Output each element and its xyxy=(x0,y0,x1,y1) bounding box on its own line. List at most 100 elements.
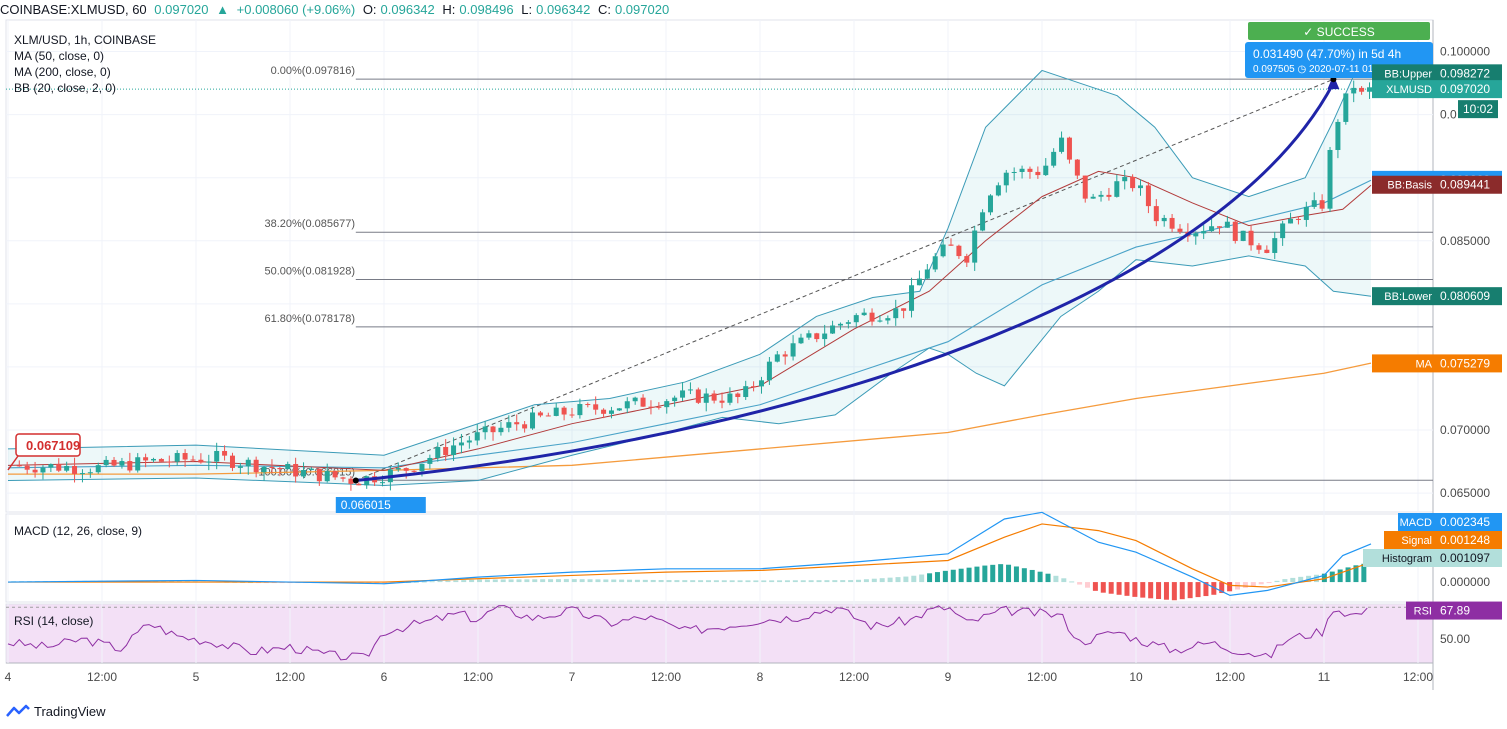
candle-body xyxy=(1059,137,1065,152)
histogram-bar xyxy=(777,580,783,583)
histogram-bar xyxy=(1219,582,1225,594)
candle-body xyxy=(443,447,449,456)
candle-body xyxy=(119,461,125,466)
histogram-bar xyxy=(627,579,633,583)
candle-body xyxy=(1359,87,1365,92)
candle-body xyxy=(680,390,686,398)
candle-body xyxy=(285,463,291,470)
histogram-bar xyxy=(832,580,838,583)
candle-body xyxy=(451,445,457,456)
candle-body xyxy=(1003,172,1009,186)
candle-body xyxy=(340,477,346,479)
candle-body xyxy=(356,483,362,486)
measure-date-label: 0.097505 ◷ 2020-07-11 01:00 xyxy=(1253,64,1388,75)
trend-line xyxy=(355,78,1334,481)
candle-body xyxy=(64,465,70,471)
histogram-bar xyxy=(927,573,933,583)
candle-body xyxy=(261,466,267,473)
histogram-bar xyxy=(1361,563,1367,583)
candle-body xyxy=(822,333,828,340)
candle-body xyxy=(569,414,575,416)
indicator-value-badge xyxy=(1436,80,1502,99)
candle-body xyxy=(48,464,54,468)
low-label: L: xyxy=(521,2,533,17)
low-value: 0.096342 xyxy=(536,2,591,17)
candle-body xyxy=(435,447,441,458)
candle-body xyxy=(545,415,551,417)
histogram-bar xyxy=(1258,582,1264,585)
histogram-bar xyxy=(1092,582,1098,591)
x-tick-label: 12:00 xyxy=(87,670,117,684)
histogram-bar xyxy=(737,580,743,583)
fib-level-label: 38.20%(0.085677) xyxy=(264,218,355,230)
footer: TradingView xyxy=(6,700,106,722)
histogram-bar xyxy=(540,579,546,583)
x-tick-label: 7 xyxy=(569,670,576,684)
histogram-bar xyxy=(642,579,648,583)
candle-body xyxy=(814,333,820,340)
histogram-bar xyxy=(1053,575,1059,583)
fib-level-label: 61.80%(0.078178) xyxy=(264,313,355,325)
histogram-bar xyxy=(1006,564,1012,583)
indicator-value-badge xyxy=(1436,175,1502,194)
candle-body xyxy=(924,269,930,279)
measure-change-label: 0.031490 (47.70%) in 5d 4h xyxy=(1253,47,1401,61)
histogram-bar xyxy=(705,580,711,583)
candle-body xyxy=(1295,218,1301,220)
candle-body xyxy=(1264,249,1270,253)
y-tick-label: 0.070000 xyxy=(1440,423,1490,437)
candle-body xyxy=(1161,217,1167,222)
histogram-bar xyxy=(1108,582,1114,594)
histogram-bar xyxy=(1337,569,1343,583)
indicator-value: 0.075279 xyxy=(1440,356,1490,370)
legend-line: XLM/USD, 1h, COINBASE xyxy=(14,33,156,47)
indicator-name-badge xyxy=(1372,175,1436,194)
candle-body xyxy=(672,397,678,402)
histogram-bar xyxy=(650,579,656,583)
candle-body xyxy=(458,442,464,446)
price-chart[interactable]: 0.065000 0.070000 0.085000 0.0 0.100000 4 12:0… xyxy=(0,0,1507,700)
candle-body xyxy=(964,256,970,263)
candle-body xyxy=(1327,149,1333,209)
histogram-bar xyxy=(942,570,948,583)
candle-body xyxy=(664,401,670,408)
candle-body xyxy=(893,308,899,319)
histogram-bar xyxy=(516,579,522,583)
candle-body xyxy=(1303,206,1309,220)
low-price-label: 0.066015 xyxy=(341,498,391,512)
candle-body xyxy=(87,472,93,474)
candle-body xyxy=(553,407,559,416)
close-label: C: xyxy=(597,2,611,17)
histogram-bar xyxy=(548,579,554,583)
candle-body xyxy=(703,393,709,403)
indicator-name-badge xyxy=(1372,80,1436,99)
symbol-label[interactable]: COINBASE:XLMUSD, 60 xyxy=(0,2,147,17)
last-price: 0.097020 xyxy=(154,2,209,17)
macd-badge-name: MACD xyxy=(1400,517,1432,529)
candle-body xyxy=(222,450,228,456)
histogram-bar xyxy=(840,580,846,583)
candle-body xyxy=(32,469,38,473)
histogram-bar xyxy=(919,574,925,583)
chart-header: COINBASE:XLMUSD, 60 0.097020 ▲ +0.008060… xyxy=(0,0,1507,20)
candle-body xyxy=(474,432,480,441)
histogram-bar xyxy=(903,576,909,583)
histogram-bar xyxy=(469,579,475,583)
candle-body xyxy=(135,457,141,471)
histogram-bar xyxy=(1250,582,1256,587)
histogram-bar xyxy=(461,580,467,583)
indicator-name-badge xyxy=(1372,64,1436,83)
y-tick-label: 0.100000 xyxy=(1440,45,1490,59)
fib-level-label: 50.00%(0.081928) xyxy=(264,266,355,278)
macd-value-badge xyxy=(1436,531,1502,549)
candle-body xyxy=(806,333,812,338)
candle-body xyxy=(656,406,662,408)
candle-body xyxy=(40,467,46,473)
candle-body xyxy=(1130,176,1136,189)
histogram-bar xyxy=(698,580,704,583)
indicator-name: BB:Basis xyxy=(1387,180,1432,192)
candle-body xyxy=(932,256,938,270)
candle-body xyxy=(482,426,488,433)
candle-body xyxy=(427,457,433,464)
candle-body xyxy=(1074,159,1080,176)
